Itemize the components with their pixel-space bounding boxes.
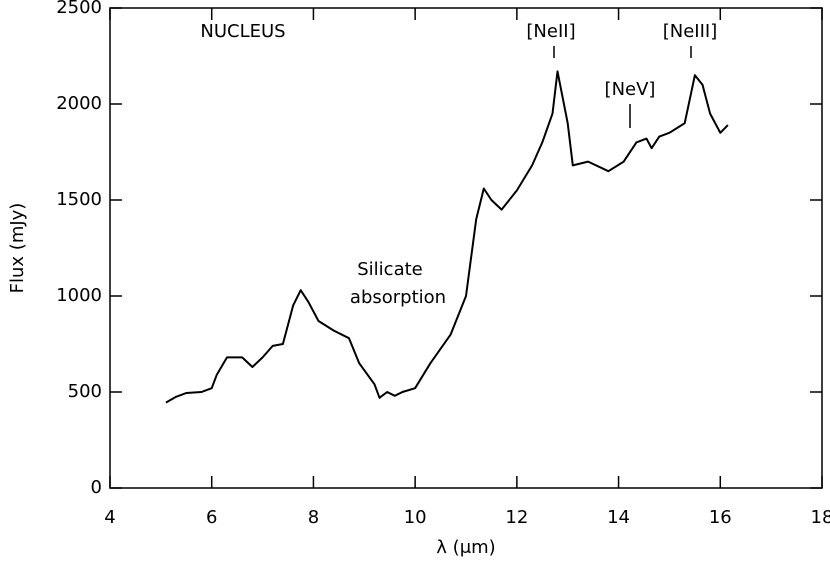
x-tick-label: 16 <box>709 507 732 528</box>
y-tick-label: 2500 <box>56 0 102 18</box>
y-tick-label: 1500 <box>56 189 102 210</box>
annotation: Silicate <box>357 259 423 280</box>
annotation: [NeV] <box>605 79 656 100</box>
y-tick-label: 2000 <box>56 93 102 114</box>
y-tick-label: 1000 <box>56 285 102 306</box>
spectrum-line <box>165 70 729 404</box>
y-tick-label: 500 <box>68 381 102 402</box>
x-tick-label: 18 <box>811 507 830 528</box>
y-tick-label: 0 <box>91 477 102 498</box>
annotation: [NeIII] <box>663 21 718 42</box>
annotation: absorption <box>350 287 446 308</box>
annotation: [NeII] <box>526 21 575 42</box>
annotation: NUCLEUS <box>200 21 285 42</box>
x-tick-label: 8 <box>308 507 319 528</box>
y-axis-label: Flux (mJy) <box>7 203 28 294</box>
x-tick-label: 14 <box>607 507 630 528</box>
x-tick-label: 12 <box>505 507 528 528</box>
x-tick-label: 4 <box>104 507 115 528</box>
x-axis-label: λ (μm) <box>436 537 495 558</box>
plot-frame <box>109 7 823 489</box>
x-tick-label: 10 <box>404 507 427 528</box>
x-tick-label: 6 <box>206 507 217 528</box>
